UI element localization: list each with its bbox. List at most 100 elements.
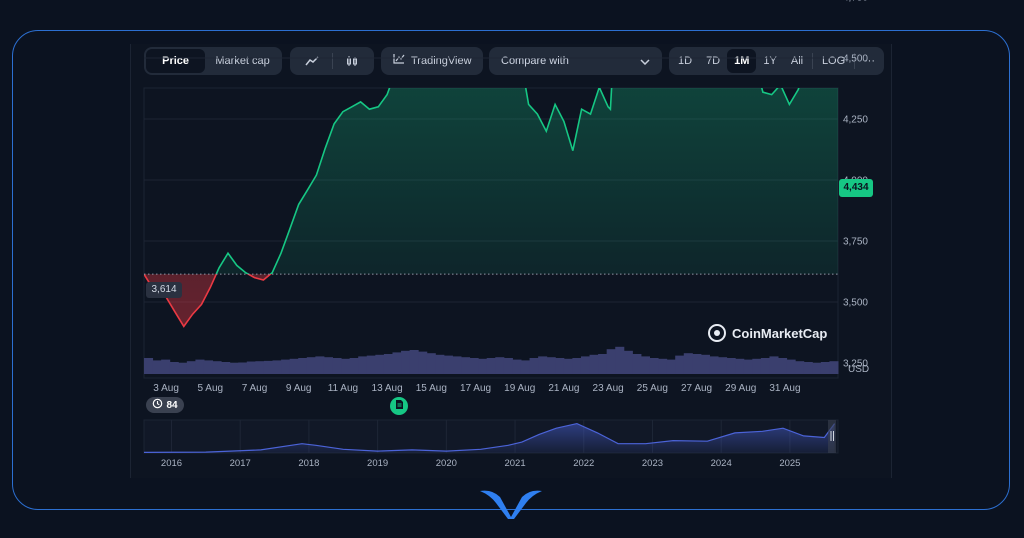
volume-bar [675,355,685,374]
volume-bar [538,356,548,374]
coinmarketcap-watermark: CoinMarketCap [708,324,827,342]
more-options-button[interactable]: ··· [864,55,875,67]
chart-type-toggle [290,47,374,75]
x-tick-label: 3 Aug [153,383,179,394]
volume-bar [375,354,385,374]
volume-bar [623,350,633,374]
navigator-year-label: 2021 [504,458,525,469]
tab-price[interactable]: Price [146,49,206,73]
current-price-tag: 4,434 [839,179,873,197]
volume-bar [383,354,393,374]
volume-bar [435,354,445,374]
navigator-year-label: 2019 [367,458,388,469]
y-tick-label: 4,750 [843,0,868,4]
volume-bar [829,361,839,374]
volume-bar [632,354,642,374]
volume-bar [529,358,539,374]
volume-bar [186,361,196,374]
x-tick-label: 31 Aug [769,383,800,394]
volume-bar [512,359,522,374]
x-tick-label: 11 Aug [328,383,358,394]
price-line-down [144,274,272,328]
x-tick-label: 9 Aug [286,383,312,394]
volume-bar [700,354,710,374]
x-tick-label: 17 Aug [460,383,491,394]
volume-bar [469,358,479,374]
navigator-year-label: 2025 [779,458,800,469]
chevron-down-icon [640,52,650,70]
volume-bar [332,358,342,374]
price-series [144,88,838,328]
volume-bar [212,361,222,374]
navigator-year-label: 2022 [573,458,594,469]
y-tick-label: 4,500 [843,54,868,65]
volume-bar [649,358,659,374]
volume-bars [144,346,839,374]
history-icon [152,398,163,412]
navigator-year-label: 2023 [642,458,663,469]
volume-bar [478,358,488,374]
volume-bar [769,356,779,374]
volume-bar [409,350,419,374]
volume-bar [461,357,471,374]
volume-bar [289,358,299,374]
volume-bar [640,356,651,374]
volume-bar [452,356,462,374]
volume-bar [563,358,573,374]
volume-bar [298,358,308,374]
volume-bar [803,362,813,374]
volume-bar [263,360,274,374]
volume-bar [281,359,291,374]
y-tick-label: 4,250 [843,115,868,126]
watermark-text: CoinMarketCap [732,325,828,341]
volume-bar [358,356,368,374]
volume-bar [598,354,608,374]
volume-bar [486,358,496,374]
x-tick-label: 25 Aug [637,383,668,394]
y-tick-label: 3,250 [843,359,868,370]
volume-bar [735,358,745,374]
currency-label: USD [848,364,870,375]
x-tick-label: 7 Aug [242,383,268,394]
x-tick-label: 29 Aug [725,383,756,394]
volume-bar [426,353,436,374]
volume-bar [812,362,822,374]
y-tick-label: 3,750 [843,237,868,248]
volume-bar [658,358,668,374]
news-event-marker[interactable] [390,397,408,415]
events-count: 84 [166,399,178,411]
document-icon [395,397,404,415]
start-price-tag: 3,614 [146,282,182,298]
volume-bar [546,357,556,374]
volume-bar [169,362,179,374]
volume-bar [341,358,351,374]
volume-bar [349,358,359,374]
x-tick-label: 5 Aug [198,383,224,394]
line-chart-icon[interactable] [292,49,332,73]
volume-bar [580,356,591,374]
volume-bar [401,350,411,374]
volume-bar [743,359,753,374]
volume-bar [820,362,830,374]
volume-bar [589,354,599,374]
events-badge[interactable]: 84 [146,397,184,413]
volume-bar [615,346,625,374]
volume-bar [152,360,162,374]
volume-bar [246,361,256,374]
range-selector: 1D 7D 1M 1Y All LOG ··· [669,47,884,75]
volume-bar [795,361,805,374]
volume-bar [203,360,214,374]
coinmarketcap-logo-icon [708,324,726,342]
volume-bar [752,358,762,374]
volume-bar [161,359,171,374]
volume-bar [443,355,453,374]
volume-bar [392,352,402,374]
volume-bar [195,359,205,374]
volume-bar [418,351,428,374]
volume-bar [495,357,505,374]
volume-bar [572,358,582,374]
volume-bar [306,357,316,374]
volume-bar [718,357,728,374]
x-tick-label: 15 Aug [416,383,447,394]
